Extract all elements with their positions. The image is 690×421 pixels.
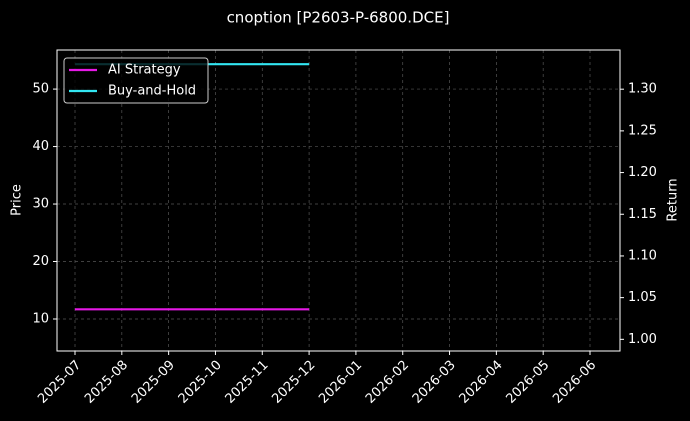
y-tick-label: 50 bbox=[32, 82, 49, 97]
x-tick-label: 2026-05 bbox=[503, 358, 552, 407]
y2-tick-label: 1.30 bbox=[628, 82, 657, 97]
y-tick-label: 20 bbox=[32, 254, 49, 269]
y2-axis-label: Return bbox=[666, 178, 681, 221]
x-tick-label: 2026-06 bbox=[550, 358, 599, 407]
y2-tick-label: 1.10 bbox=[628, 248, 657, 263]
x-tick-label: 2025-09 bbox=[129, 358, 178, 407]
x-tick-label: 2026-01 bbox=[316, 358, 365, 407]
legend-box bbox=[63, 57, 209, 104]
legend-label: Buy-and-Hold bbox=[108, 84, 196, 99]
x-tick-label: 2025-10 bbox=[176, 358, 225, 407]
x-tick-label: 2025-08 bbox=[82, 358, 131, 407]
x-tick-label: 2026-04 bbox=[457, 358, 506, 407]
y-axis-label: Price bbox=[10, 184, 25, 216]
y2-tick-label: 1.00 bbox=[628, 332, 657, 347]
y-tick-label: 30 bbox=[32, 197, 49, 212]
chart-title: cnoption [P2603-P-6800.DCE] bbox=[227, 9, 450, 27]
x-tick-label: 2025-12 bbox=[269, 358, 318, 407]
y2-tick-label: 1.05 bbox=[628, 290, 657, 305]
y2-tick-label: 1.20 bbox=[628, 165, 657, 180]
x-tick-label: 2026-02 bbox=[363, 358, 412, 407]
x-tick-label: 2025-07 bbox=[35, 358, 84, 407]
y2-tick-label: 1.15 bbox=[628, 207, 657, 222]
x-tick-label: 2026-03 bbox=[410, 358, 459, 407]
y-tick-label: 10 bbox=[32, 311, 49, 326]
plot-frame bbox=[56, 49, 621, 352]
legend-label: AI Strategy bbox=[108, 63, 181, 78]
y2-tick-label: 1.25 bbox=[628, 123, 657, 138]
y-tick-label: 40 bbox=[32, 139, 49, 154]
x-tick-label: 2025-11 bbox=[223, 358, 272, 407]
